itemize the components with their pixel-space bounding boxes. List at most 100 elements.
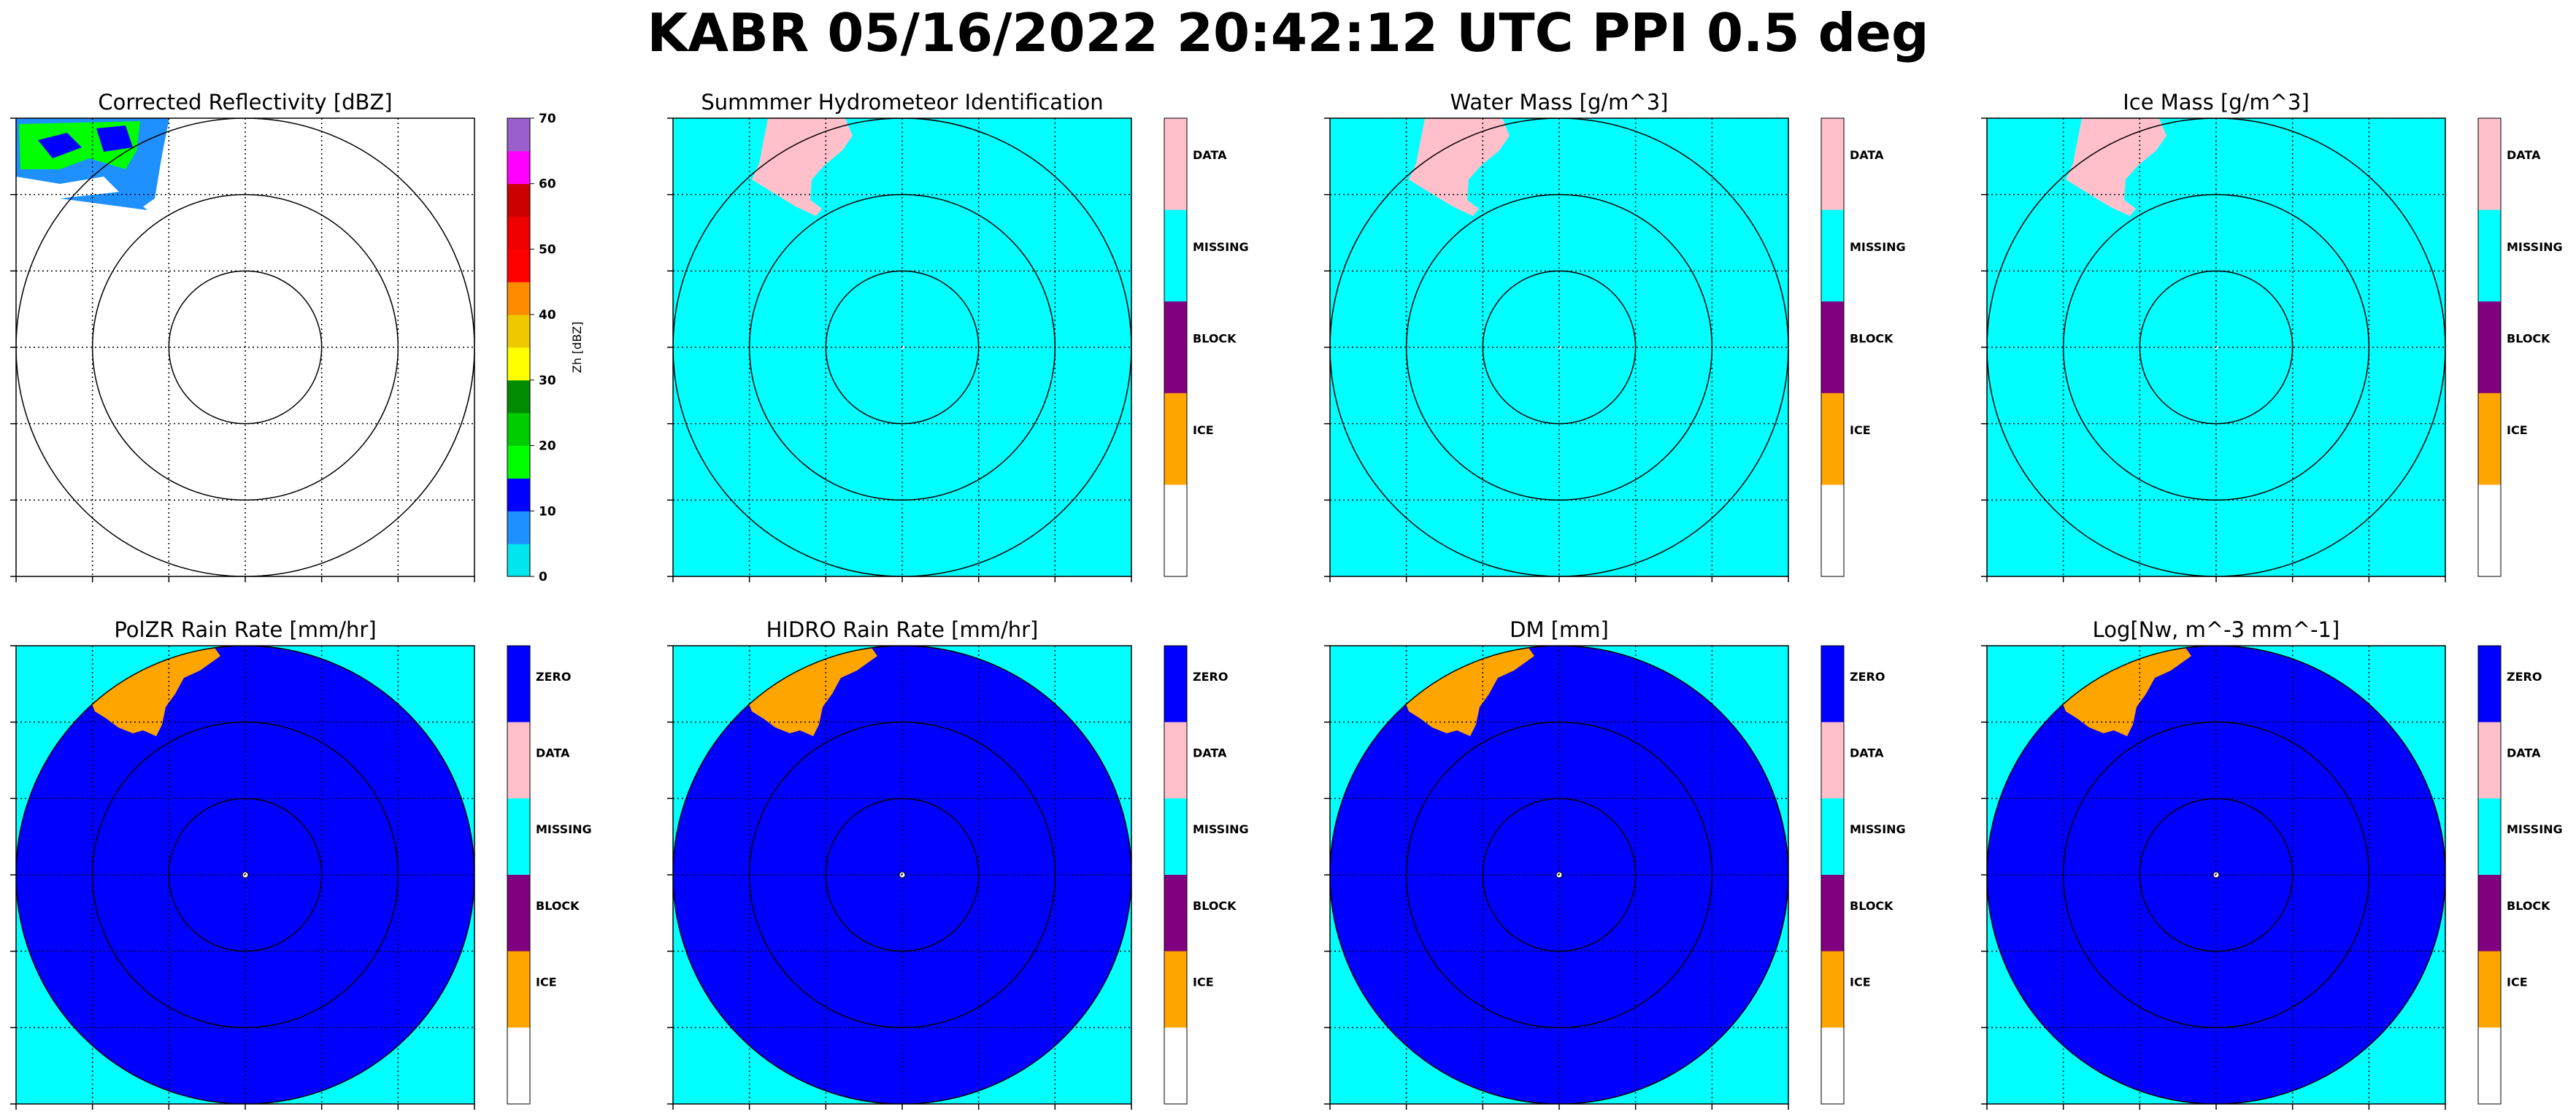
colorbar-category-label: ICE bbox=[2507, 423, 2528, 437]
radar-panel: Log[Nw, m^-3 mm^-1] ZERO DATA MISSING BLOCK I… bbox=[1981, 617, 2563, 1110]
panel-title: PolZR Rain Rate [mm/hr] bbox=[114, 617, 376, 642]
colorbar: ZERO DATA MISSING BLOCK ICE bbox=[1820, 645, 1906, 1105]
range-ring bbox=[91, 721, 399, 1029]
colorbar-segment bbox=[507, 216, 530, 250]
colorbar-segment bbox=[1821, 722, 1844, 799]
colorbar-category-label: MISSING bbox=[1193, 822, 1249, 836]
colorbar-frame bbox=[1820, 645, 1845, 1105]
data-region bbox=[752, 118, 853, 216]
colorbar-category-label: ICE bbox=[2507, 976, 2528, 989]
colorbar-segment bbox=[507, 875, 530, 952]
colorbar-category-label: ICE bbox=[1850, 423, 1871, 437]
colorbar-segment bbox=[507, 544, 530, 577]
panel-title: Ice Mass [g/m^3] bbox=[2123, 90, 2310, 115]
range-ring bbox=[825, 797, 980, 952]
colorbar-segment bbox=[507, 511, 530, 544]
plot-frame bbox=[672, 645, 1132, 1105]
colorbar-segment bbox=[1821, 484, 1844, 577]
radar-panel: Corrected Reflectivity [dBZ] 0 10 20 30 40 50 6… bbox=[10, 90, 584, 584]
ice-region bbox=[89, 646, 220, 736]
colorbar-segment bbox=[507, 722, 530, 799]
echo-dark-blue-area bbox=[96, 125, 133, 152]
colorbar-segment bbox=[1821, 1027, 1844, 1105]
colorbar-category-label: ZERO bbox=[1193, 670, 1228, 684]
colorbar-segment bbox=[1164, 301, 1187, 394]
colorbar-category-label: DATA bbox=[2507, 746, 2541, 760]
colorbar: DATA MISSING BLOCK ICE bbox=[1164, 117, 1249, 577]
colorbar-category-label: BLOCK bbox=[2507, 331, 2550, 345]
colorbar-category-label: DATA bbox=[1193, 746, 1227, 760]
colorbar-segment bbox=[2478, 118, 2501, 211]
colorbar-tick-label: 50 bbox=[539, 242, 556, 257]
colorbar-category-label: MISSING bbox=[2507, 822, 2563, 836]
range-ring bbox=[748, 721, 1056, 1029]
colorbar-category-label: ICE bbox=[1193, 976, 1214, 989]
colorbar-segment bbox=[507, 118, 530, 152]
colorbar-tick-label: 20 bbox=[539, 439, 556, 454]
radar-panel: PolZR Rain Rate [mm/hr] ZERO DATA MISSING BL… bbox=[10, 617, 592, 1110]
range-ring bbox=[2062, 193, 2370, 501]
colorbar-category-label: ICE bbox=[1850, 976, 1871, 989]
range-ring bbox=[1482, 270, 1637, 425]
plot-frame bbox=[1986, 117, 2446, 577]
colorbar-category-label: BLOCK bbox=[1850, 899, 1893, 913]
colorbar-category-label: ZERO bbox=[536, 670, 571, 684]
panel-title: Log[Nw, m^-3 mm^-1] bbox=[2093, 617, 2340, 642]
ice-region bbox=[746, 646, 877, 736]
colorbar-segment bbox=[1821, 118, 1844, 211]
panel-title: DM [mm] bbox=[1510, 617, 1609, 642]
panel-title: Corrected Reflectivity [dBZ] bbox=[98, 90, 392, 115]
panel-title: HIDRO Rain Rate [mm/hr] bbox=[766, 617, 1039, 642]
colorbar-category-label: DATA bbox=[536, 746, 570, 760]
colorbar-segment bbox=[1164, 393, 1187, 485]
colorbar-segment bbox=[507, 478, 530, 511]
colorbar-category-label: DATA bbox=[1850, 746, 1884, 760]
range-ring bbox=[748, 193, 1056, 501]
colorbar-segment bbox=[1164, 875, 1187, 952]
colorbar-category-label: MISSING bbox=[2507, 240, 2563, 254]
ice-region bbox=[2060, 646, 2191, 736]
colorbar-category-label: DATA bbox=[1193, 148, 1227, 162]
colorbar-segment bbox=[507, 1027, 530, 1105]
colorbar-segment bbox=[507, 249, 530, 282]
plot-frame bbox=[672, 117, 1132, 577]
echo-dark-blue-area bbox=[38, 133, 82, 158]
colorbar-segment bbox=[1164, 646, 1187, 723]
colorbar-segment bbox=[507, 183, 530, 217]
colorbar-category-label: BLOCK bbox=[1850, 331, 1893, 345]
colorbar-frame bbox=[2477, 645, 2502, 1105]
colorbar: DATA MISSING BLOCK ICE bbox=[2477, 117, 2563, 577]
data-region bbox=[1409, 118, 1510, 216]
colorbar-segment bbox=[1164, 484, 1187, 577]
colorbar-tick-label: 10 bbox=[539, 504, 556, 519]
colorbar-category-label: MISSING bbox=[1850, 240, 1906, 254]
plot-frame bbox=[1986, 645, 2446, 1105]
colorbar-segment bbox=[1821, 875, 1844, 952]
colorbar-segment bbox=[1821, 646, 1844, 723]
colorbar-segment bbox=[1164, 798, 1187, 876]
colorbar-segment bbox=[2478, 875, 2501, 952]
range-ring bbox=[168, 797, 323, 952]
colorbar-segment bbox=[1164, 209, 1187, 302]
colorbar-category-label: MISSING bbox=[536, 822, 592, 836]
echo-blue-area bbox=[60, 191, 147, 210]
colorbar-category-label: ICE bbox=[536, 976, 557, 989]
colorbar-segment bbox=[1164, 951, 1187, 1028]
colorbar-segment bbox=[1164, 1027, 1187, 1105]
colorbar-frame bbox=[507, 117, 531, 577]
colorbar-category-label: BLOCK bbox=[1193, 899, 1237, 913]
radar-panel: Summmer Hydrometeor Identification DATA MI… bbox=[667, 90, 1249, 582]
colorbar-segment bbox=[2478, 393, 2501, 485]
range-ring bbox=[91, 193, 399, 501]
colorbar-segment bbox=[1821, 951, 1844, 1028]
colorbar-segment bbox=[1821, 301, 1844, 394]
data-region bbox=[2066, 118, 2166, 216]
colorbar-tick-label: 70 bbox=[539, 112, 556, 126]
range-ring bbox=[1405, 721, 1713, 1029]
colorbar: ZERO DATA MISSING BLOCK ICE bbox=[507, 645, 592, 1105]
range-ring bbox=[825, 270, 980, 425]
range-ring bbox=[2062, 721, 2370, 1029]
colorbar-segment bbox=[1164, 722, 1187, 799]
colorbar-frame bbox=[2477, 117, 2502, 577]
